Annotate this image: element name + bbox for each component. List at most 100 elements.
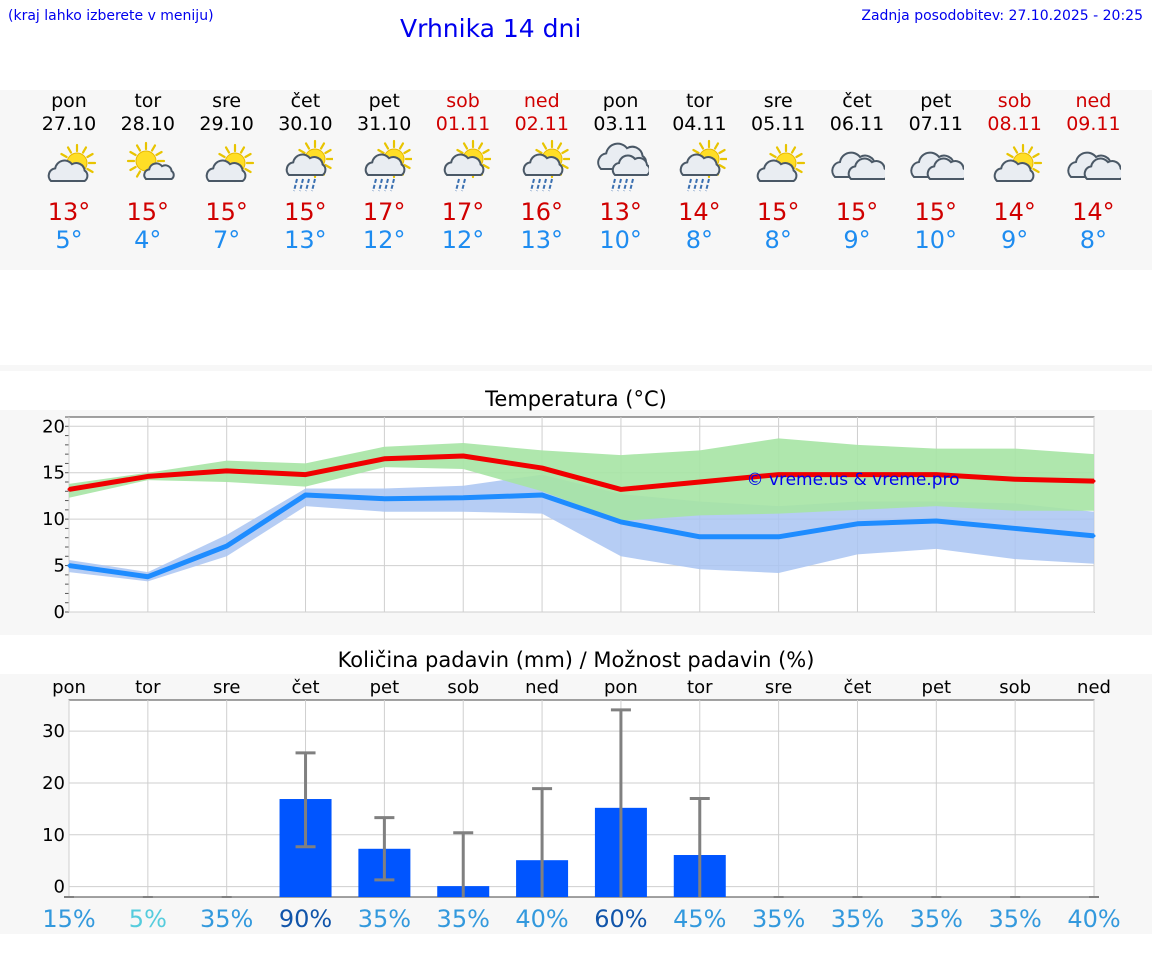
- min-temperature: 13°: [284, 226, 327, 254]
- day-date: 06.11: [829, 113, 885, 135]
- day-forecast: pon 03.11 13° 10°: [581, 90, 661, 254]
- precipitation-probability: 15%: [42, 905, 95, 933]
- min-temperature: 12°: [441, 226, 485, 254]
- day-date: 07.11: [908, 113, 963, 135]
- x-tick-label: ned: [525, 677, 559, 698]
- cloudy-icon: [817, 136, 897, 198]
- separator: [0, 365, 1152, 371]
- precipitation-error-bar: [295, 751, 316, 849]
- day-name: pet: [920, 90, 952, 112]
- last-update: Zadnja posodobitev: 27.10.2025 - 20:25: [861, 8, 1143, 24]
- watermark: © vreme.us & vreme.pro: [746, 470, 959, 490]
- precipitation-error-bar: [610, 708, 631, 897]
- y-tick-label: 20: [42, 773, 65, 794]
- cloud-rain-icon: [581, 136, 661, 198]
- max-temperature: 14°: [993, 198, 1036, 226]
- day-forecast: sob 08.11 14° 9°: [975, 90, 1055, 254]
- data-point: [1092, 479, 1096, 483]
- day-forecast: pon 27.10 13° 5°: [29, 90, 109, 254]
- precipitation-error-bar: [453, 831, 474, 897]
- data-point: [382, 457, 386, 461]
- max-temperature: 17°: [362, 198, 406, 226]
- day-name: čet: [842, 90, 872, 112]
- sun-small-cloud-icon: [108, 136, 188, 198]
- day-date: 29.10: [199, 113, 254, 135]
- precipitation-probability: 60%: [594, 905, 647, 933]
- sun-cloud-rain-icon: [502, 136, 582, 198]
- y-tick-label: 20: [42, 416, 65, 437]
- min-temperature: 10°: [914, 226, 958, 254]
- sun-cloud-rain-icon: [344, 136, 424, 198]
- day-date: 28.10: [120, 113, 175, 135]
- day-name: ned: [1075, 90, 1112, 112]
- day-forecast: čet 06.11 15° 9°: [817, 90, 897, 254]
- day-date: 09.11: [1066, 113, 1121, 135]
- partly-sunny-icon: [738, 136, 818, 198]
- x-tick-label: sre: [213, 677, 240, 698]
- precipitation-probability: 45%: [673, 905, 726, 933]
- data-point: [619, 487, 623, 491]
- x-tick-label: čet: [843, 677, 871, 698]
- data-point: [304, 493, 308, 497]
- day-name: tor: [685, 90, 713, 112]
- sun-cloud-light-rain-icon: [423, 136, 503, 198]
- data-point: [855, 522, 859, 526]
- plot-area: [68, 699, 1095, 898]
- day-name: pet: [368, 90, 400, 112]
- data-point: [540, 493, 544, 497]
- data-point: [67, 564, 71, 568]
- y-tick-label: 5: [54, 556, 65, 577]
- precipitation-probability: 35%: [988, 905, 1041, 933]
- min-temperature: 8°: [764, 226, 792, 254]
- day-name: sre: [763, 90, 793, 112]
- data-point: [146, 575, 150, 579]
- region-hint[interactable]: (kraj lahko izberete v meniju): [8, 8, 214, 24]
- data-point: [1013, 526, 1017, 530]
- x-tick-label: čet: [292, 677, 320, 698]
- y-tick-label: 30: [42, 721, 65, 742]
- min-temperature-line: [68, 492, 1095, 580]
- data-point: [146, 474, 150, 478]
- partly-sunny-icon: [187, 136, 267, 198]
- temperature-chart: 0 5 10 15 20 © vreme.us & vreme.pro: [42, 416, 1096, 623]
- max-temperature: 15°: [914, 198, 958, 226]
- x-tick-label: tor: [687, 677, 713, 698]
- precipitation-probability: 35%: [200, 905, 253, 933]
- precipitation-probability: 35%: [910, 905, 963, 933]
- day-forecast: pet 31.10 17° 12°: [344, 90, 424, 254]
- x-tick-label: sre: [765, 677, 792, 698]
- day-name: sob: [446, 90, 480, 112]
- data-point: [225, 544, 229, 548]
- x-tick-label: pet: [922, 677, 952, 698]
- data-point: [382, 497, 386, 501]
- day-name: čet: [290, 90, 321, 112]
- precipitation-error-bar: [532, 787, 553, 897]
- day-date: 04.11: [672, 113, 727, 135]
- y-tick-label: 0: [54, 602, 65, 623]
- data-point: [1092, 534, 1096, 538]
- y-tick-label: 10: [42, 825, 65, 846]
- max-temperature: 14°: [678, 198, 721, 226]
- precipitation-chart: pon tor sre čet pet sob ned pon tor sre čet pet sob n…: [42, 677, 1121, 933]
- day-date: 27.10: [41, 113, 97, 135]
- day-date: 03.11: [593, 113, 648, 135]
- data-point: [934, 473, 938, 477]
- precipitation-probability: 35%: [358, 905, 411, 933]
- data-point: [777, 535, 781, 539]
- min-temperature: 4°: [134, 226, 162, 254]
- precipitation-probability: 40%: [1067, 905, 1120, 933]
- max-temperature: 13°: [599, 198, 642, 226]
- day-forecast: čet 30.10 15° 13°: [265, 90, 345, 254]
- precipitation-error-bar: [374, 816, 395, 882]
- max-temperature: 13°: [47, 198, 91, 226]
- day-date: 30.10: [278, 113, 333, 135]
- max-temperature: 14°: [1072, 198, 1115, 226]
- x-tick-label: pon: [52, 677, 86, 698]
- x-tick-label: sob: [999, 677, 1031, 698]
- day-forecast: sob 01.11 17° 12°: [423, 90, 503, 254]
- day-date: 05.11: [750, 113, 806, 135]
- min-temperature: 7°: [212, 226, 241, 254]
- data-point: [777, 473, 781, 477]
- sun-cloud-rain-icon: [659, 136, 739, 198]
- day-forecast: sre 29.10 15° 7°: [187, 90, 267, 254]
